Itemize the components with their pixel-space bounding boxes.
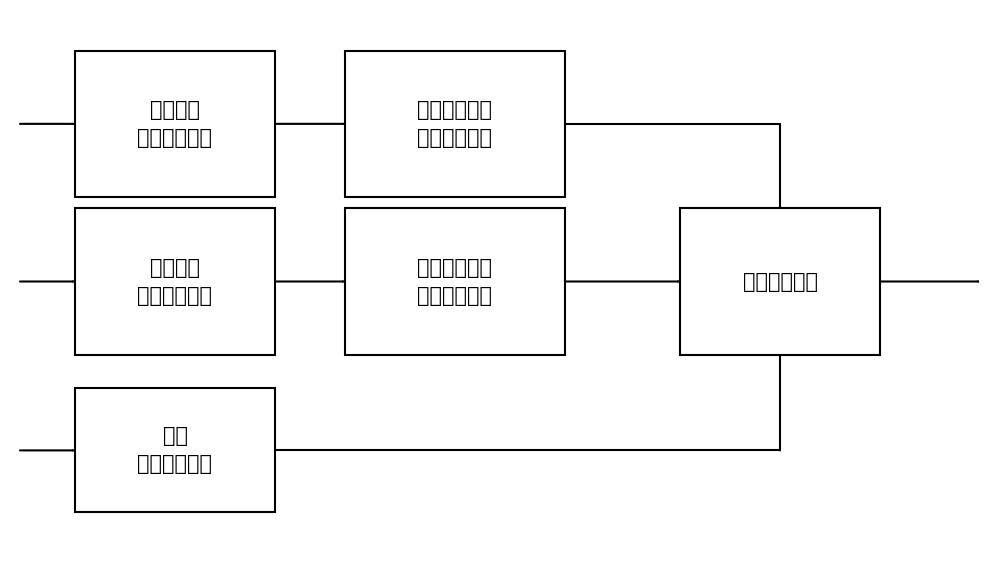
- Text: 第二辅路
功率放大模块: 第二辅路 功率放大模块: [138, 100, 212, 148]
- Bar: [75, 208, 275, 355]
- Text: 第二输出信号
相位补倂模块: 第二输出信号 相位补倂模块: [418, 257, 492, 306]
- Bar: [345, 51, 565, 197]
- Text: 合路输出模块: 合路输出模块: [742, 271, 818, 292]
- Text: 第一辅路
功率放大模块: 第一辅路 功率放大模块: [138, 257, 212, 306]
- Bar: [680, 208, 880, 355]
- Text: 第二输出信号
相位补倂模块: 第二输出信号 相位补倂模块: [418, 100, 492, 148]
- Bar: [345, 208, 565, 355]
- Bar: [75, 51, 275, 197]
- Text: 主路
功率放大模块: 主路 功率放大模块: [138, 426, 212, 475]
- Bar: [75, 388, 275, 512]
